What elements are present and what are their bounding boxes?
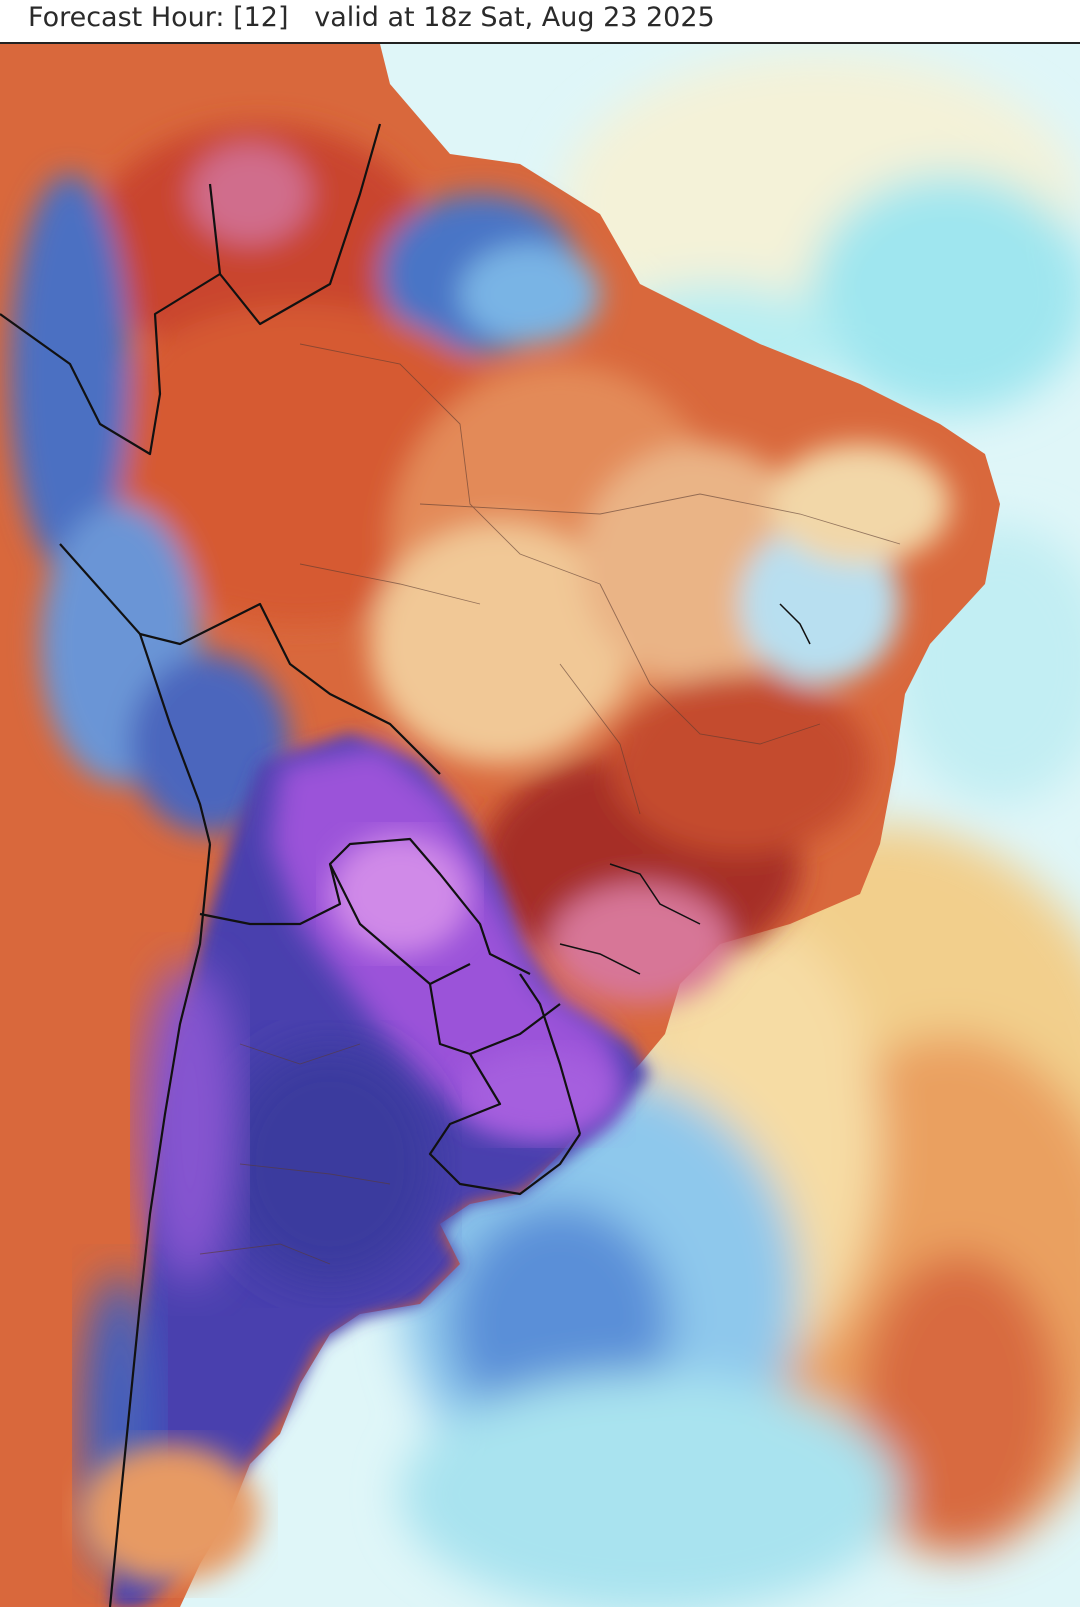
- forecast-header-text: Forecast Hour: [12] valid at 18z Sat, Au…: [28, 2, 715, 33]
- political-borders: [0, 123, 582, 1607]
- valid-time-label: valid at 18z Sat, Aug 23 2025: [314, 2, 715, 33]
- forecast-map-canvas: [0, 44, 1080, 1607]
- state-borders: [199, 343, 901, 1265]
- forecast-hour-label: Forecast Hour: [12]: [28, 2, 289, 33]
- forecast-header: Forecast Hour: [12] valid at 18z Sat, Au…: [0, 0, 1080, 44]
- forecast-map: [0, 44, 1080, 1607]
- water-features: [559, 603, 811, 975]
- cold-anomaly-field: [80, 734, 650, 1607]
- patagonia-warm-patch: [80, 1444, 260, 1584]
- warm-anomaly-field: [10, 124, 950, 1004]
